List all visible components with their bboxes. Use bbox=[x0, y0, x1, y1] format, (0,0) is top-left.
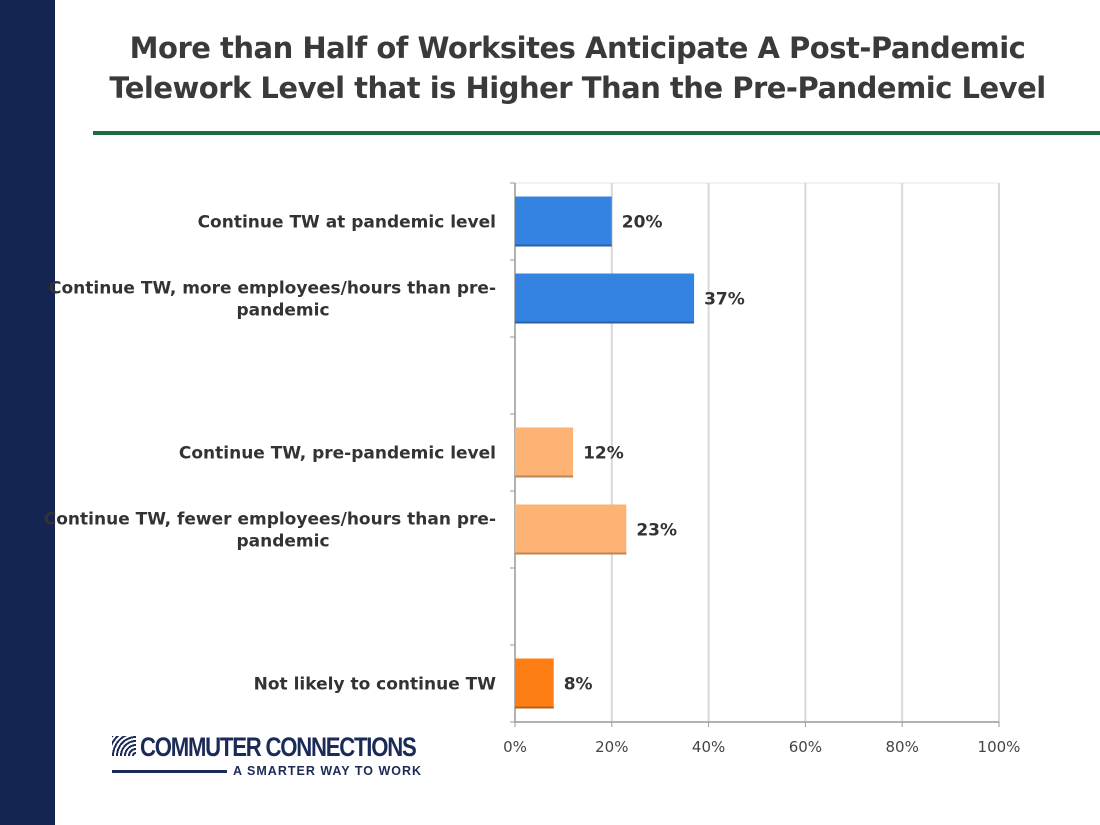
x-tick-label: 80% bbox=[886, 738, 919, 756]
category-label: Continue TW, pre-pandemic level bbox=[179, 444, 496, 464]
logo-tagline: A SMARTER WAY TO WORK bbox=[233, 764, 423, 778]
category-label: Continue TW, more employees/hours than p… bbox=[49, 279, 496, 299]
data-label: 20% bbox=[622, 213, 663, 233]
bar bbox=[515, 196, 612, 247]
category-label: Continue TW at pandemic level bbox=[198, 213, 496, 233]
logo-name: COMMUTER CONNECTIONS bbox=[140, 732, 417, 762]
data-label: 37% bbox=[704, 290, 745, 310]
title-line-1: More than Half of Worksites Anticipate A… bbox=[129, 31, 1026, 65]
category-label: Not likely to continue TW bbox=[254, 675, 497, 695]
x-tick-label: 0% bbox=[503, 738, 527, 756]
commuter-connections-logo: COMMUTER CONNECTIONS A SMARTER WAY TO WO… bbox=[112, 732, 432, 782]
title-divider bbox=[93, 131, 1100, 135]
bar bbox=[515, 658, 554, 709]
sidebar-band bbox=[0, 0, 55, 825]
bar bbox=[515, 273, 695, 324]
slide-title: More than Half of Worksites Anticipate A… bbox=[55, 28, 1100, 108]
bar bbox=[515, 427, 574, 478]
x-tick-label: 60% bbox=[789, 738, 822, 756]
data-label: 23% bbox=[636, 521, 677, 541]
x-tick-label: 40% bbox=[692, 738, 725, 756]
signal-waves-icon bbox=[112, 736, 136, 756]
data-label: 12% bbox=[583, 444, 624, 464]
logo-line bbox=[112, 770, 227, 773]
data-label: 8% bbox=[564, 675, 593, 695]
category-label: Continue TW, fewer employees/hours than … bbox=[44, 510, 496, 530]
x-tick-label: 100% bbox=[978, 738, 1021, 756]
title-line-2: Telework Level that is Higher Than the P… bbox=[109, 71, 1046, 105]
bar bbox=[515, 504, 627, 555]
x-tick-label: 20% bbox=[595, 738, 628, 756]
category-label: pandemic bbox=[236, 532, 329, 552]
category-label: pandemic bbox=[236, 301, 329, 321]
